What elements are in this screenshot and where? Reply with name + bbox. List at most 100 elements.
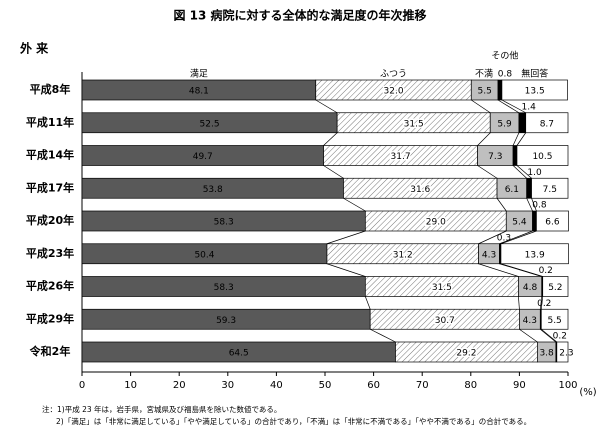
value-label: 58.3 — [214, 283, 234, 293]
connector-line — [518, 296, 520, 310]
x-tick-label: 0 — [79, 380, 85, 391]
x-tick-label: 60 — [367, 380, 380, 391]
category-label: 令和2年 — [29, 344, 71, 358]
value-label: 13.9 — [525, 250, 545, 260]
legend-label: 不満 — [475, 69, 493, 80]
value-label: 0.8 — [532, 201, 547, 211]
value-label: 58.3 — [214, 218, 234, 228]
value-label: 49.7 — [193, 152, 213, 162]
x-tick-label: 50 — [319, 380, 332, 391]
bar-segment — [540, 308, 569, 330]
bar-segment — [501, 79, 568, 101]
connector-line — [539, 296, 543, 310]
value-label: 5.4 — [512, 218, 527, 228]
x-tick-label: 40 — [270, 380, 283, 391]
value-label: 31.7 — [391, 152, 411, 162]
x-tick-label: 80 — [464, 380, 477, 391]
value-label: 0.2 — [553, 332, 567, 342]
value-label: 29.0 — [426, 218, 446, 228]
bar-segment — [512, 145, 518, 166]
value-label: 29.2 — [456, 349, 476, 359]
value-label: 2.3 — [559, 349, 573, 359]
x-tick-label: 90 — [513, 380, 526, 391]
value-label: 0.8 — [498, 70, 513, 80]
legend-label: 無回答 — [521, 68, 548, 80]
x-axis-unit: (%) — [579, 387, 596, 398]
bar-segment — [536, 210, 569, 232]
value-label: 59.3 — [216, 316, 236, 326]
category-label: 平成29年 — [26, 311, 74, 325]
connector-line — [512, 165, 527, 179]
value-label: 8.7 — [540, 119, 554, 129]
value-label: 52.5 — [200, 119, 220, 129]
category-label: 平成14年 — [26, 148, 74, 162]
x-tick-label: 10 — [124, 380, 137, 391]
connector-line — [516, 165, 532, 179]
connector-line — [478, 263, 519, 277]
connector-line — [478, 230, 507, 245]
legend-label: ふつう — [380, 69, 407, 80]
value-label: 4.3 — [523, 316, 537, 326]
value-label: 5.2 — [548, 283, 562, 293]
connector-line — [499, 230, 533, 245]
bar-segment — [542, 276, 569, 297]
value-label: 6.1 — [505, 185, 519, 195]
connector-line — [541, 328, 558, 343]
x-tick-label: 30 — [221, 380, 234, 391]
value-label: 31.5 — [404, 119, 424, 129]
connector-line — [512, 132, 520, 146]
bar-segment — [500, 243, 569, 265]
value-label: 7.3 — [488, 152, 502, 162]
value-label: 3.8 — [539, 349, 554, 359]
value-label: 4.8 — [523, 283, 538, 293]
bar-segment — [556, 341, 569, 363]
value-label: 5.5 — [547, 316, 561, 326]
x-tick-label: 70 — [416, 380, 429, 391]
chart-title: 図 13 病院に対する全体的な満足度の年次推移 — [173, 8, 426, 23]
x-tick-label: 100 — [558, 380, 577, 391]
connector-line — [477, 165, 498, 179]
legend-label: 満足 — [190, 69, 208, 80]
connector-line — [501, 99, 526, 114]
value-label: 31.6 — [410, 185, 430, 195]
category-label: 平成11年 — [26, 115, 74, 129]
value-label: 5.9 — [497, 119, 512, 129]
value-label: 10.5 — [532, 152, 552, 162]
value-label: 64.5 — [229, 349, 249, 359]
value-label: 1.0 — [527, 168, 542, 178]
value-label: 13.5 — [525, 87, 545, 97]
value-label: 50.4 — [194, 250, 214, 260]
bar-segment — [526, 177, 532, 199]
value-label: 0.2 — [539, 266, 553, 276]
category-label: 平成8年 — [30, 82, 71, 96]
connector-line — [477, 132, 491, 146]
bar-segment — [516, 145, 569, 166]
value-label: 53.8 — [203, 185, 223, 195]
bar-segment — [531, 177, 569, 199]
bar-segment — [497, 79, 503, 101]
value-label: 5.5 — [477, 87, 491, 97]
value-label: 32.0 — [384, 87, 404, 97]
value-label: 31.5 — [432, 283, 452, 293]
connector-line — [343, 197, 366, 212]
category-label: 平成23年 — [26, 246, 74, 260]
value-label: 7.5 — [543, 185, 557, 195]
connector-line — [540, 296, 544, 310]
connector-line — [497, 99, 520, 114]
note: 注：1)平成 23 年は，岩手県，宮城県及び福島県を除いた数値である。 — [42, 404, 281, 414]
bar-segment — [532, 210, 537, 232]
connector-line — [323, 165, 344, 179]
bar-segment — [518, 112, 527, 134]
value-label: 30.7 — [435, 316, 455, 326]
connector-line — [496, 198, 507, 212]
connector-line — [540, 328, 557, 343]
connector-line — [500, 230, 537, 245]
category-label: 平成26年 — [26, 279, 74, 293]
connector-line — [323, 132, 338, 146]
legend-label: その他 — [491, 50, 518, 62]
value-label: 0.3 — [497, 233, 511, 243]
connector-line — [516, 132, 527, 146]
note: 2)「満足」は「非常に満足している」「やや満足している」の合計であり，「不満」は… — [56, 416, 531, 426]
connector-line — [365, 296, 371, 310]
